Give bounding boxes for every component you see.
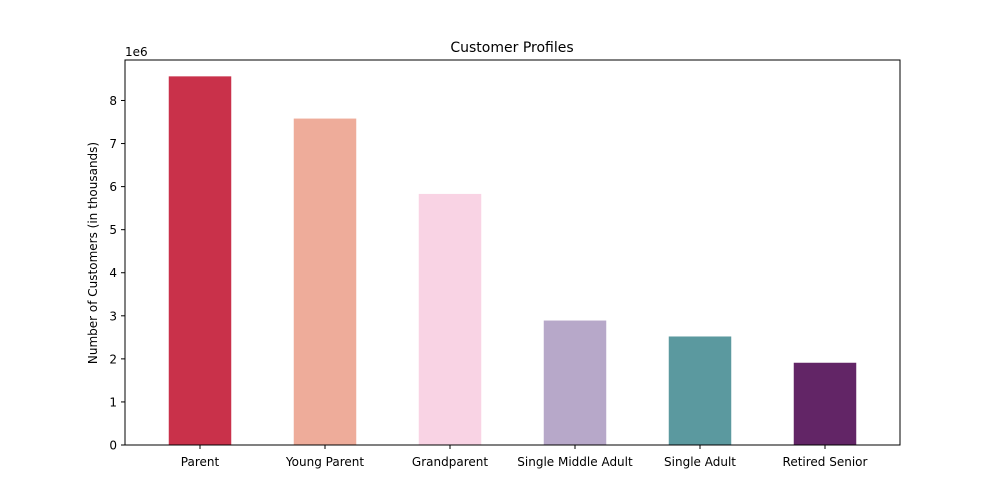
chart-title: Customer Profiles xyxy=(450,40,573,56)
bar-grandparent xyxy=(418,193,482,445)
plot-frame xyxy=(124,59,901,446)
x-axis-ticks: Parent Young Parent Grandparent Single Midd… xyxy=(181,445,868,469)
y-tick-label: 7 xyxy=(109,137,117,151)
x-tick-label: Parent xyxy=(181,455,220,469)
y-tick-label: 8 xyxy=(109,94,117,108)
y-axis-label: Number of Customers (in thousands) xyxy=(86,142,100,364)
x-tick-label: Young Parent xyxy=(285,455,364,469)
x-tick-label: Single Middle Adult xyxy=(517,455,633,469)
x-tick-label: Grandparent xyxy=(412,455,488,469)
bar-young-parent xyxy=(293,118,357,445)
bar-single-adult xyxy=(668,336,732,445)
y-tick-label: 6 xyxy=(109,180,117,194)
y-tick-label: 4 xyxy=(109,266,117,280)
y-tick-label: 0 xyxy=(109,439,117,453)
bar-parent xyxy=(168,76,232,446)
bar-single-middle-adult xyxy=(543,320,607,445)
y-tick-label: 5 xyxy=(109,223,117,237)
y-axis-ticks: 0 1 2 3 4 5 6 7 8 xyxy=(109,94,125,453)
x-tick-label: Retired Senior xyxy=(783,455,868,469)
bars-group xyxy=(168,76,857,446)
y-axis-offset-label: 1e6 xyxy=(125,45,148,59)
bar-retired-senior xyxy=(793,362,857,445)
x-tick-label: Single Adult xyxy=(664,455,736,469)
y-tick-label: 1 xyxy=(109,395,117,409)
y-tick-label: 2 xyxy=(109,352,117,366)
y-tick-label: 3 xyxy=(109,309,117,323)
